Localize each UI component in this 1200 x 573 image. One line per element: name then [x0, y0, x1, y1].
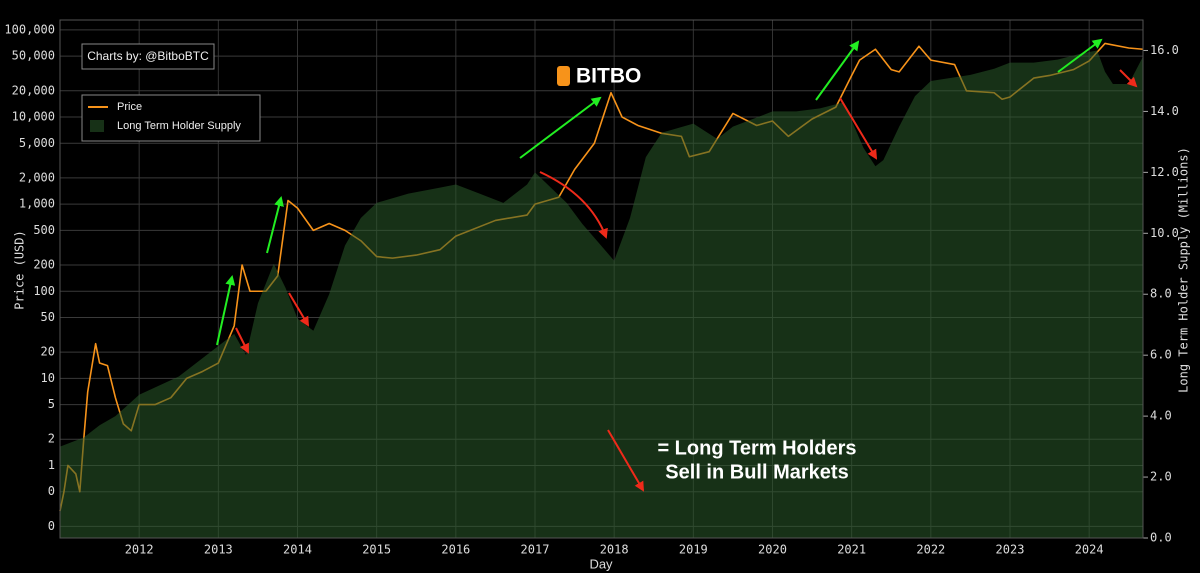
arrow — [288, 292, 310, 327]
arrow — [815, 40, 860, 101]
y-tick-label: 200 — [33, 258, 55, 272]
y2-tick-label: 0.0 — [1150, 531, 1172, 545]
x-axis-label: Day — [589, 556, 613, 571]
logo-icon — [557, 66, 570, 86]
y-tick-label: 0 — [48, 484, 55, 498]
legend-label: Long Term Holder Supply — [117, 120, 241, 132]
y-tick-label: 500 — [33, 223, 55, 237]
arrows — [216, 38, 1138, 492]
y-tick-label: 50,000 — [12, 49, 55, 63]
x-tick-label: 2016 — [441, 543, 470, 557]
x-tick-label: 2014 — [283, 543, 312, 557]
y-tick-label: 10,000 — [12, 110, 55, 124]
y2-tick-label: 10.0 — [1150, 226, 1179, 240]
legend-box — [81, 94, 261, 142]
arrow — [266, 196, 284, 254]
credit-box — [81, 43, 215, 70]
supply-area — [60, 50, 1143, 539]
x-tick-label: 2021 — [837, 543, 866, 557]
y2-tick-label: 14.0 — [1150, 104, 1179, 118]
y-tick-label: 100 — [33, 284, 55, 298]
legend-label: Price — [117, 101, 142, 113]
y2-tick-label: 6.0 — [1150, 348, 1172, 362]
arrow — [235, 327, 249, 354]
y2-tick-label: 4.0 — [1150, 409, 1172, 423]
y-tick-label: 0 — [48, 519, 55, 533]
y2-tick-label: 16.0 — [1150, 43, 1179, 57]
y-tick-label: 20,000 — [12, 83, 55, 97]
x-tick-label: 2023 — [996, 543, 1025, 557]
y-tick-label: 50 — [41, 310, 55, 324]
arrow — [519, 96, 602, 159]
x-tick-label: 2024 — [1075, 543, 1104, 557]
y-tick-label: 100,000 — [4, 22, 55, 36]
plot — [59, 19, 1144, 539]
y-tick-label: 5 — [48, 397, 55, 411]
annotation: = Long Term Holders — [657, 437, 856, 459]
y2-tick-label: 8.0 — [1150, 287, 1172, 301]
arrow — [539, 171, 608, 239]
y-tick-label: 1,000 — [19, 197, 55, 211]
y-tick-label: 5,000 — [19, 136, 55, 150]
y-tick-label: 20 — [41, 345, 55, 359]
x-tick-label: 2015 — [362, 543, 391, 557]
x-tick-label: 2013 — [204, 543, 233, 557]
arrow — [216, 275, 236, 346]
x-tick-label: 2022 — [916, 543, 945, 557]
y2-tick-label: 12.0 — [1150, 165, 1179, 179]
legend-swatch — [90, 120, 104, 132]
arrow — [1119, 69, 1138, 88]
y-tick-label: 1 — [48, 458, 55, 472]
y-tick-label: 2 — [48, 432, 55, 446]
arrow — [839, 97, 878, 160]
x-tick-label: 2018 — [600, 543, 629, 557]
x-tick-label: 2019 — [679, 543, 708, 557]
y-tick-label: 2,000 — [19, 170, 55, 184]
y-tick-label: 10 — [41, 371, 55, 385]
logo: BITBO — [576, 65, 641, 88]
y2-axis-label: Long Term Holder Supply (Millions) — [1177, 147, 1191, 393]
legend: Price Long Term Holder Supply — [81, 94, 261, 142]
arrow — [607, 429, 645, 492]
y-axis-label: Price (USD) — [13, 230, 27, 309]
x-tick-label: 2017 — [521, 543, 550, 557]
arrow — [1057, 38, 1103, 73]
plot-frame — [59, 19, 1144, 539]
credit: Charts by: @BitboBTC — [87, 49, 209, 63]
x-tick-label: 2012 — [125, 543, 154, 557]
y2-tick-label: 2.0 — [1150, 470, 1172, 484]
x-tick-label: 2020 — [758, 543, 787, 557]
annotation: Sell in Bull Markets — [665, 461, 848, 483]
